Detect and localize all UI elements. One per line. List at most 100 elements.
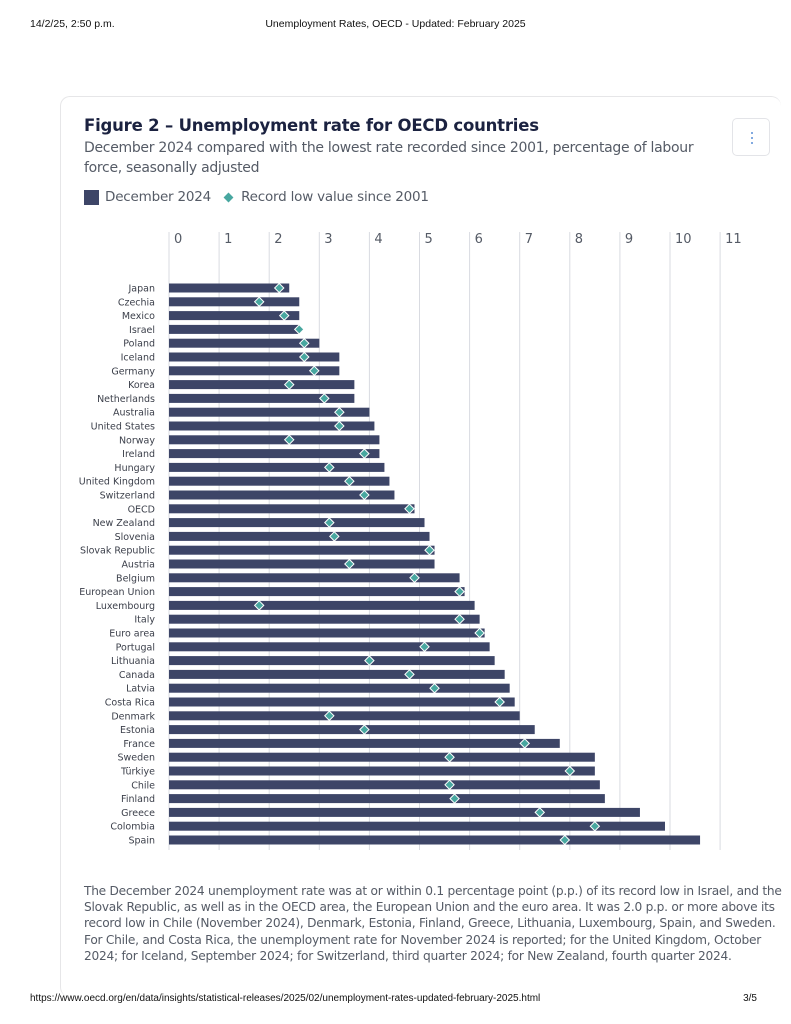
category-label: France: [123, 739, 155, 750]
record-low-marker: [409, 572, 420, 584]
print-page-number: 3/5: [743, 993, 757, 1004]
category-label: Estonia: [120, 725, 155, 736]
category-label: United Kingdom: [79, 477, 155, 488]
record-low-marker: [253, 600, 265, 611]
x-tick-label: 9: [625, 232, 633, 247]
category-label: Finland: [121, 794, 155, 805]
record-low-marker: [359, 724, 370, 735]
x-axis-tick-labels: 0 1 2 3 4 5 6 7 8 9 10 11: [174, 232, 742, 247]
record-low-marker: [324, 710, 335, 722]
category-label: Lithuania: [111, 656, 155, 667]
legend-diamond-icon: [223, 192, 234, 202]
category-label: Belgium: [116, 573, 155, 584]
x-tick-label: 5: [425, 232, 433, 247]
category-label: European Union: [79, 587, 155, 598]
bar: [169, 600, 475, 610]
category-label: New Zealand: [93, 518, 155, 529]
bar: [169, 766, 595, 776]
record-low-marker: [298, 337, 310, 349]
record-low-marker: [404, 669, 415, 680]
category-label: Austria: [121, 560, 155, 571]
bar: [169, 490, 395, 500]
x-tick-label: 1: [224, 232, 232, 247]
category-label: Hungary: [114, 463, 155, 474]
category-label: Greece: [121, 808, 155, 819]
bar: [169, 587, 465, 597]
bar: [169, 504, 415, 514]
record-low-marker: [324, 462, 335, 473]
category-label: Slovak Republic: [80, 546, 155, 557]
category-label: Korea: [128, 380, 155, 391]
bar: [169, 421, 375, 431]
bar: [169, 283, 290, 293]
x-tick-label: 6: [475, 232, 483, 247]
bar: [169, 807, 640, 817]
bar: [169, 435, 380, 445]
markers-record-low: [253, 282, 601, 846]
bars-december-2024: [169, 283, 701, 845]
record-low-marker: [344, 475, 355, 487]
bar: [169, 794, 605, 804]
record-low-marker: [324, 517, 335, 528]
bar: [169, 642, 490, 652]
category-label: Czechia: [118, 297, 155, 308]
legend-label-december-2024[interactable]: December 2024: [105, 189, 212, 205]
vertical-ellipsis-icon: [751, 132, 753, 134]
record-low-marker: [564, 765, 576, 777]
x-tick-label: 8: [575, 232, 583, 247]
record-low-marker: [449, 793, 460, 804]
bar: [169, 393, 355, 403]
bar: [169, 628, 485, 638]
record-low-marker: [589, 820, 601, 832]
category-label: Luxembourg: [96, 601, 155, 612]
category-label: Italy: [134, 615, 155, 626]
category-label: Costa Rica: [105, 698, 155, 709]
bar: [169, 683, 510, 693]
bar: [169, 835, 701, 845]
record-low-marker: [283, 434, 295, 446]
category-label: Ireland: [122, 449, 155, 460]
figure-subtitle: December 2024 compared with the lowest r…: [84, 140, 694, 176]
category-label: Sweden: [117, 753, 155, 764]
x-tick-label: 4: [374, 232, 382, 247]
bar: [169, 311, 300, 321]
bar: [169, 324, 300, 334]
record-low-marker: [298, 351, 310, 363]
record-low-marker: [334, 420, 345, 432]
record-low-marker: [364, 655, 375, 666]
x-tick-label: 10: [675, 232, 692, 247]
category-label: Switzerland: [100, 491, 155, 502]
record-low-marker: [534, 807, 546, 818]
category-label: Latvia: [126, 684, 155, 695]
bar: [169, 352, 340, 362]
bar: [169, 752, 595, 762]
record-low-marker: [519, 738, 531, 749]
bar: [169, 725, 535, 735]
chart-menu-button[interactable]: [732, 118, 770, 156]
category-label: Australia: [113, 408, 155, 419]
bar: [169, 780, 600, 790]
record-low-marker: [359, 489, 370, 501]
bar: [169, 407, 370, 417]
record-low-marker: [424, 544, 435, 556]
bar: [169, 697, 515, 707]
figure-note: The December 2024 unemployment rate was …: [84, 884, 782, 963]
legend-label-record-low[interactable]: Record low value since 2001: [241, 189, 429, 205]
category-label: OECD: [128, 504, 155, 515]
category-label: Colombia: [110, 822, 155, 833]
record-low-marker: [278, 310, 290, 321]
x-tick-label: 2: [274, 232, 282, 247]
record-low-marker: [253, 296, 265, 308]
x-tick-label: 0: [174, 232, 182, 247]
category-label: Portugal: [116, 642, 155, 653]
category-label: Canada: [119, 670, 155, 681]
category-label: Denmark: [111, 711, 155, 722]
record-low-marker: [404, 503, 415, 515]
bar: [169, 297, 300, 307]
record-low-marker: [444, 751, 455, 763]
record-low-marker: [308, 365, 320, 377]
bar: [169, 559, 435, 569]
bar: [169, 338, 320, 348]
bar: [169, 738, 560, 748]
category-label: Netherlands: [97, 394, 155, 405]
